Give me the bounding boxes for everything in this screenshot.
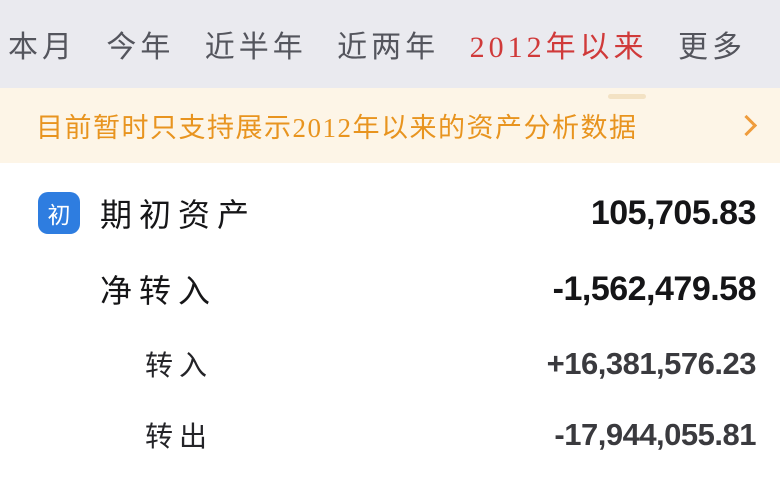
row-initial-assets: 初 期初资产 105,705.83 [0,175,780,251]
row-value: 105,705.83 [590,193,757,232]
row-label: 转入 [145,350,214,382]
row-value: +16,381,576.23 [546,345,757,381]
row-value: -1,562,479.58 [552,269,757,308]
notice-banner[interactable]: 目前暂时只支持展示2012年以来的资产分析数据 [0,88,780,163]
row-label: 净转入 [100,273,218,309]
row-transfer-out: 转出 -17,944,055.81 [0,400,780,470]
row-transfer-in: 转入 +16,381,576.23 [0,327,780,400]
tab-since-2012[interactable]: 2012年以来 [469,31,648,64]
row-net-transfer: 净转入 -1,562,479.58 [0,251,780,327]
banner-handle [608,94,646,99]
tab-this-year[interactable]: 今年 [106,31,175,64]
notice-text: 目前暂时只支持展示2012年以来的资产分析数据 [36,113,638,143]
chevron-right-icon[interactable] [735,114,758,137]
row-value: -17,944,055.81 [554,417,756,452]
tab-more[interactable]: 更多 [677,31,746,64]
row-label: 转出 [145,422,214,453]
row-label: 期初资产 [100,197,257,233]
initial-badge-icon: 初 [38,192,80,234]
period-tabbar: 本月 今年 近半年 近两年 2012年以来 更多 [0,0,780,88]
tab-two-years[interactable]: 近两年 [337,31,440,64]
tab-this-month[interactable]: 本月 [8,31,76,64]
asset-rows: 初 期初资产 105,705.83 净转入 -1,562,479.58 转入 +… [0,163,780,470]
tab-half-year[interactable]: 近半年 [204,31,307,64]
